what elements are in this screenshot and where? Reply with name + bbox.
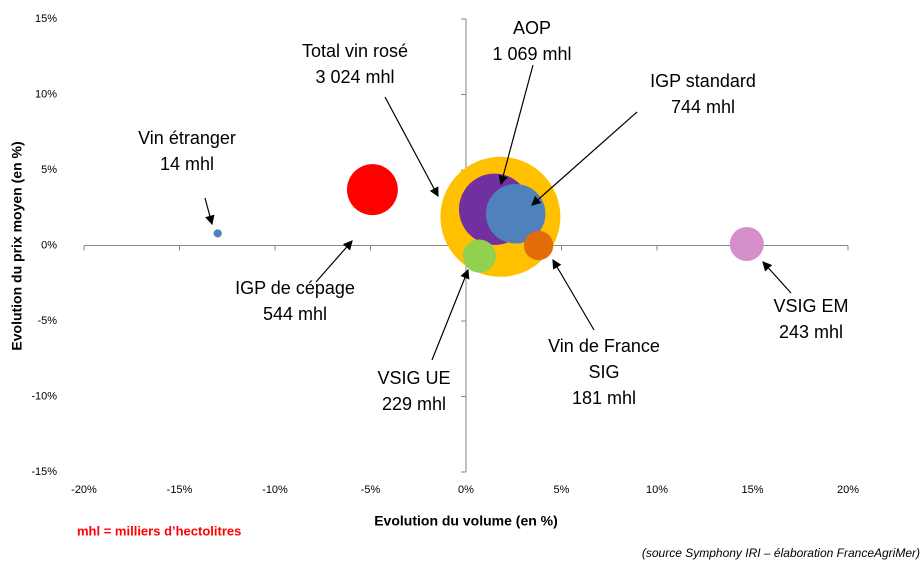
arrow [498,64,534,186]
size-label: 14 mhl [159,154,215,174]
bubble-label: IGP de cépage 544 mhl [220,275,370,327]
point-name: VSIG UE [377,368,451,388]
size-label: 3 024 mhl [315,67,395,87]
bubble [485,184,546,244]
bubble-label: Total vin rosé 3 024 mhl [280,38,430,90]
x-tick-label: -20% [71,484,97,496]
arrow [552,258,595,331]
y-tick-label: -5% [37,315,57,327]
x-axis-title: Evolution du volume (en %) [374,513,558,529]
size-label: 744 mhl [670,97,736,117]
bubble [523,230,554,261]
x-tick-label: 10% [646,484,668,496]
bubble [462,239,496,273]
size-label: 181 mhl [571,388,637,408]
point-name: AOP [512,18,551,38]
point-name: VSIG EM [773,296,849,316]
arrow [431,268,470,361]
y-tick-label: -10% [31,390,57,402]
bubble [213,229,222,238]
bubble [729,226,764,261]
arrow [762,261,792,294]
arrow [204,197,215,226]
x-tick-label: -5% [361,484,381,496]
point-name: Total vin rosé [301,41,409,61]
y-tick-label: 10% [35,88,57,100]
size-label: 229 mhl [381,394,447,414]
x-tick-label: -10% [262,484,288,496]
point-name: IGP standard [650,71,756,91]
bubble-label: AOP 1 069 mhl [482,15,582,67]
bubble-label: VSIG UE 229 mhl [364,365,464,417]
bubble-label: VSIG EM 243 mhl [761,293,861,345]
x-tick-label: 5% [554,484,570,496]
y-tick-label: 15% [35,13,57,25]
size-label: 1 069 mhl [492,44,572,64]
bubble [346,164,398,216]
bubble-label: IGP standard 744 mhl [633,68,773,120]
y-axis-title: Evolution du prix moyen (en %) [9,141,25,350]
note: mhl = milliers d’hectolitres [77,523,241,538]
bubble-label: Vin étranger 14 mhl [122,125,252,177]
size-label: 544 mhl [262,304,328,324]
arrow [315,240,353,283]
y-tick-label: 0% [41,239,57,251]
arrow [384,96,439,198]
x-tick-label: 15% [741,484,763,496]
y-tick-label: 5% [41,164,57,176]
bubble-label: Vin de France SIG 181 mhl [539,333,669,411]
x-tick-label: 20% [837,484,859,496]
point-name: Vin étranger [138,128,236,148]
size-label: 243 mhl [778,322,844,342]
source: (source Symphony IRI – élaboration Franc… [642,546,920,560]
x-tick-label: -15% [167,484,193,496]
point-name: Vin de France SIG [548,336,660,382]
y-tick-label: -15% [31,466,57,478]
x-tick-label: 0% [458,484,474,496]
point-name: IGP de cépage [235,278,355,298]
arrow [531,111,638,206]
